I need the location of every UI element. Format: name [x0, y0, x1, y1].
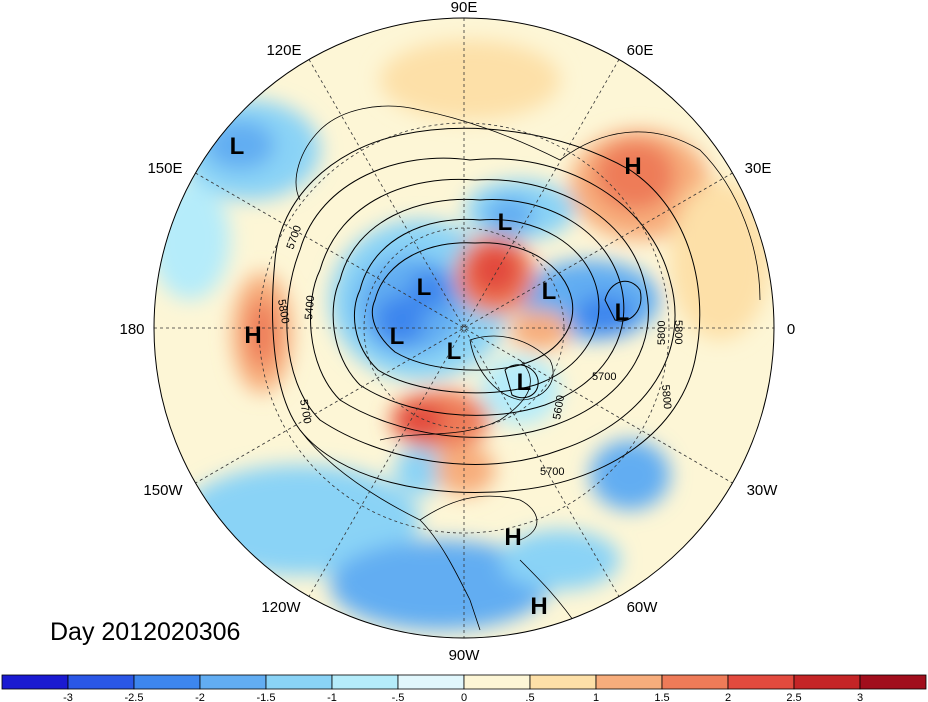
- colorbar-label: 0: [461, 692, 467, 702]
- high-center: H: [530, 593, 547, 620]
- contour-label: 5800: [672, 320, 684, 344]
- low-center: L: [390, 323, 405, 350]
- high-center: H: [504, 524, 521, 551]
- low-center: L: [542, 278, 557, 305]
- colorbar-label: 2: [725, 692, 731, 702]
- greenland-coast: [469, 335, 554, 401]
- contour-label: 5800: [656, 321, 668, 345]
- high-center: H: [244, 322, 261, 349]
- colorbar-label: 3: [857, 692, 863, 702]
- low-center: L: [615, 299, 630, 326]
- colorbar-swatch: [661, 674, 729, 690]
- colorbar-label: .5: [525, 692, 534, 702]
- lon-label-90e: 90E: [451, 0, 478, 16]
- contour-label: 5700: [540, 466, 564, 478]
- colorbar-swatch: [199, 674, 267, 690]
- low-center: L: [447, 338, 462, 365]
- pressure-centers: L H H L L L L L L L H H: [230, 133, 642, 620]
- lon-label-150w: 150W: [143, 482, 183, 499]
- graticule: [154, 18, 774, 638]
- colorbar-label: -2: [195, 692, 205, 702]
- high-center: H: [624, 153, 641, 180]
- map-title: Day 2012020306: [50, 618, 241, 646]
- colorbar-swatch: [463, 674, 531, 690]
- lon-label-120e: 120E: [266, 42, 301, 59]
- colorbar-label: 1.5: [654, 692, 669, 702]
- lon-label-60e: 60E: [627, 42, 654, 59]
- contour-label: 5600: [551, 394, 567, 420]
- contour-labels: 5700 5800 5400 5700 5800 5800 5700 5600 …: [275, 224, 684, 478]
- colorbar-label: 2.5: [786, 692, 801, 702]
- lon-label-180: 180: [119, 321, 144, 338]
- colorbar-label: -3: [63, 692, 73, 702]
- colorbar-label: -1: [327, 692, 337, 702]
- colorbar-swatch: [133, 674, 201, 690]
- longitude-labels: 90E 120E 60E 150E 30E 180 0 150W 30W 120…: [119, 0, 795, 664]
- contour-label: 5700: [297, 398, 313, 424]
- colorbar-swatch: [397, 674, 465, 690]
- lon-label-30w: 30W: [747, 482, 779, 499]
- north-america-coast: [299, 359, 538, 631]
- low-center: L: [517, 369, 532, 396]
- colorbar-label: 1: [593, 692, 599, 702]
- contour-label: 5800: [659, 384, 673, 409]
- low-center: L: [417, 274, 432, 301]
- lon-label-120w: 120W: [261, 599, 301, 616]
- colorbar-label: -.5: [392, 692, 405, 702]
- height-contours: [272, 127, 701, 493]
- colorbar-swatch: [793, 674, 861, 690]
- colorbar-swatch: [529, 674, 597, 690]
- colorbar-swatch: [331, 674, 399, 690]
- colorbar-swatch: [595, 674, 663, 690]
- lon-label-0: 0: [787, 321, 795, 338]
- contour-label: 5700: [592, 371, 616, 383]
- colorbar: -3 -2.5 -2 -1.5 -1 -.5 0 .5 1 1.5 2 2.5 3: [1, 674, 927, 702]
- contour-label: 5800: [275, 298, 291, 324]
- colorbar-swatch: [265, 674, 333, 690]
- contour-label: 5400: [303, 295, 317, 320]
- lon-label-30e: 30E: [745, 160, 772, 177]
- colorbar-swatch: [859, 674, 927, 690]
- coastlines: [295, 105, 761, 631]
- map-boundary: [153, 17, 775, 639]
- colorbar-swatch: [727, 674, 795, 690]
- colorbar-label: -1.5: [257, 692, 276, 702]
- colorbar-swatch: [1, 674, 69, 690]
- colorbar-label: -2.5: [125, 692, 144, 702]
- low-center: L: [230, 133, 245, 160]
- lon-label-60w: 60W: [627, 599, 659, 616]
- lon-label-150e: 150E: [147, 160, 182, 177]
- low-center: L: [498, 209, 513, 236]
- lon-label-90w: 90W: [449, 647, 481, 664]
- eurasia-coast: [295, 105, 761, 301]
- colorbar-swatch: [67, 674, 135, 690]
